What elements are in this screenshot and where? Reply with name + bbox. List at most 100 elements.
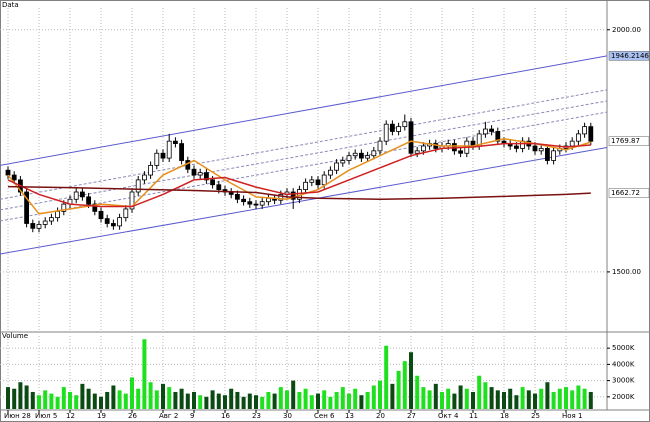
candle-body	[551, 150, 556, 161]
volume-bar	[161, 383, 165, 409]
volume-bar	[409, 352, 413, 409]
candle-body	[265, 197, 271, 203]
price-tag: 1769.87	[611, 137, 640, 145]
candle-body	[402, 121, 408, 128]
x-tick-label: 9	[190, 412, 194, 420]
candle-body	[396, 126, 402, 132]
candle-body	[414, 150, 420, 154]
volume-bar	[24, 385, 29, 409]
candle-body	[327, 169, 333, 176]
price-tag: 1662.72	[611, 189, 640, 197]
price-tag-box	[608, 188, 650, 198]
volume-bar	[533, 393, 537, 409]
moving-average	[7, 137, 592, 215]
candle-body	[420, 145, 426, 152]
volume-bar	[353, 388, 358, 409]
candle-body	[514, 145, 519, 149]
candle-body	[24, 191, 30, 224]
x-tick-label: Сен 6	[314, 412, 335, 420]
candle-body	[576, 133, 581, 142]
volume-bar	[136, 388, 141, 409]
volume-bar	[80, 383, 85, 409]
moving-average	[7, 185, 591, 201]
volume-bar	[285, 390, 289, 409]
volume-bar	[173, 391, 178, 409]
candle-body	[588, 126, 594, 142]
volume-bar	[545, 382, 550, 409]
candle-body	[383, 123, 389, 142]
candle-body	[303, 181, 309, 190]
x-tick-label: 23	[252, 412, 261, 420]
candle-body	[117, 217, 122, 227]
channel-line	[0, 111, 608, 222]
channel-line	[0, 146, 608, 255]
volume-bar	[415, 375, 420, 409]
candle-body	[141, 174, 147, 181]
volume-bar	[303, 388, 308, 409]
x-tick-label: 19	[97, 412, 106, 420]
volume-bar	[297, 391, 302, 409]
candle-body	[111, 223, 116, 227]
volume-bar	[266, 391, 271, 409]
candle-body	[315, 179, 321, 186]
candle-body	[482, 128, 488, 135]
volume-bar	[322, 390, 327, 409]
volume-bar	[433, 383, 438, 409]
volume-bar	[278, 387, 283, 409]
candle-body	[42, 220, 48, 225]
candle-body	[92, 203, 98, 212]
volume-bar	[582, 388, 587, 409]
x-tick-label: 18	[500, 412, 509, 420]
candle-body	[5, 169, 11, 176]
volume-bar	[340, 387, 345, 409]
volume-bar	[18, 382, 23, 409]
volume-bar	[347, 393, 351, 409]
volume-bar	[68, 391, 72, 409]
volume-bar	[148, 382, 153, 409]
candle-body	[321, 174, 327, 186]
y-tick-label: 2000K	[612, 393, 635, 401]
volume-bar	[43, 390, 48, 409]
y-tick-label: 1500.00	[612, 268, 641, 276]
candle-body	[172, 140, 178, 144]
volume-bar	[291, 380, 296, 409]
candle-body	[371, 150, 377, 157]
x-tick-label: 11	[469, 412, 478, 420]
candle-body	[11, 174, 17, 181]
candle-body	[290, 191, 296, 200]
y-tick-label: 4000K	[612, 360, 635, 368]
candle-body	[61, 203, 67, 212]
candle-body	[346, 155, 352, 161]
x-tick-label: Окт 4	[438, 412, 459, 420]
candle-body	[489, 128, 495, 132]
volume-bar	[371, 385, 376, 409]
volume-bar	[396, 370, 401, 409]
price-tag-box	[608, 136, 650, 146]
candle-body	[389, 123, 395, 132]
candle-body	[86, 196, 91, 205]
candle-body	[377, 140, 383, 152]
x-tick-label: 20	[376, 412, 385, 420]
candle-body	[532, 145, 538, 152]
volume-bar	[502, 391, 506, 409]
candle-body	[334, 162, 340, 171]
candle-body	[210, 179, 216, 186]
volume-bar	[402, 361, 407, 409]
candle-body	[569, 140, 575, 147]
moving-average	[7, 142, 591, 208]
volume-bar	[464, 388, 469, 409]
candle-body	[129, 191, 135, 210]
volume-bar	[427, 390, 432, 409]
candle-body	[49, 217, 54, 222]
x-tick-label: Июн 28	[4, 412, 31, 420]
volume-bar	[260, 396, 265, 409]
volume-bar	[74, 395, 79, 409]
volume-bar	[446, 388, 451, 409]
x-tick-label: 13	[345, 412, 354, 420]
candle-body	[495, 131, 501, 142]
candle-body	[179, 143, 185, 161]
candle-body	[358, 152, 364, 159]
candle-body	[55, 210, 60, 219]
